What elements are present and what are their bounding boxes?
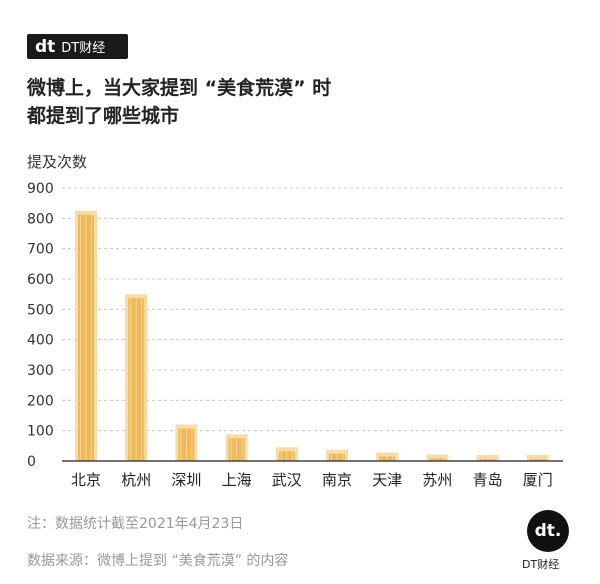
bar <box>526 454 549 461</box>
logo-text: DT财经 <box>61 41 106 56</box>
logo-mark: dt <box>35 36 56 57</box>
y-tick-label: 700 <box>27 242 54 258</box>
note: 注：数据统计截至2021年4月23日 <box>27 516 244 532</box>
y-tick-label: 300 <box>27 363 54 379</box>
y-tick-label: 100 <box>27 424 54 440</box>
source: 数据来源：微博上提到 “美食荒漠” 的内容 <box>27 553 289 569</box>
bar <box>476 454 499 461</box>
y-tick-label: 900 <box>27 181 54 197</box>
x-tick-label: 武汉 <box>272 471 302 489</box>
y-axis-label: 提及次数 <box>27 153 88 171</box>
y-tick-label: 500 <box>27 302 54 318</box>
x-tick-label: 南京 <box>322 471 352 489</box>
y-tick-label: 600 <box>27 272 54 288</box>
logo: dt DT财经 <box>27 34 128 59</box>
x-tick-label: 上海 <box>222 471 252 489</box>
x-tick-label: 青岛 <box>473 471 503 489</box>
x-tick-label: 厦门 <box>523 471 553 489</box>
x-tick-label: 北京 <box>71 471 101 489</box>
title-line-1: 微博上，当大家提到 “美食荒漠” 时 <box>27 77 332 99</box>
title-line-2: 都提到了哪些城市 <box>27 105 180 127</box>
corner-logo: dt. <box>527 510 569 552</box>
x-tick-label: 苏州 <box>422 471 452 489</box>
y-tick-label: 800 <box>27 211 54 227</box>
y-tick-label: 200 <box>27 393 54 409</box>
x-tick-label: 杭州 <box>121 471 151 489</box>
chart-title: 微博上，当大家提到 “美食荒漠” 时都提到了哪些城市 <box>27 74 331 130</box>
y-tick-label: 0 <box>27 454 36 470</box>
x-tick-label: 天津 <box>372 471 402 489</box>
bar <box>426 454 449 461</box>
x-tick-label: 深圳 <box>171 471 201 489</box>
y-tick-label: 400 <box>27 333 54 349</box>
brand-text: DT财经 <box>522 558 560 571</box>
